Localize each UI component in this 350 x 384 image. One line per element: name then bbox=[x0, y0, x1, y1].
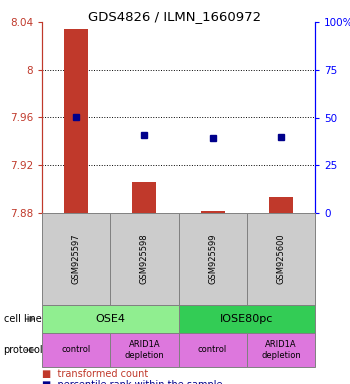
Bar bbox=[64, 29, 88, 213]
Text: cell line: cell line bbox=[4, 314, 41, 324]
Text: ■  transformed count: ■ transformed count bbox=[42, 369, 148, 379]
Bar bbox=[132, 182, 156, 213]
Text: GDS4826 / ILMN_1660972: GDS4826 / ILMN_1660972 bbox=[89, 10, 261, 23]
Text: control: control bbox=[62, 346, 91, 354]
Text: GSM925597: GSM925597 bbox=[72, 234, 80, 284]
Text: ■  percentile rank within the sample: ■ percentile rank within the sample bbox=[42, 381, 223, 384]
Text: GSM925600: GSM925600 bbox=[276, 234, 285, 284]
Text: protocol: protocol bbox=[4, 345, 43, 355]
Text: IOSE80pc: IOSE80pc bbox=[220, 314, 273, 324]
Bar bbox=[201, 210, 225, 213]
Text: OSE4: OSE4 bbox=[95, 314, 125, 324]
Text: control: control bbox=[198, 346, 227, 354]
Text: GSM925599: GSM925599 bbox=[208, 234, 217, 284]
Text: GSM925598: GSM925598 bbox=[140, 234, 149, 284]
Text: ARID1A
depletion: ARID1A depletion bbox=[261, 340, 301, 360]
Bar bbox=[269, 197, 293, 213]
Text: ARID1A
depletion: ARID1A depletion bbox=[125, 340, 164, 360]
